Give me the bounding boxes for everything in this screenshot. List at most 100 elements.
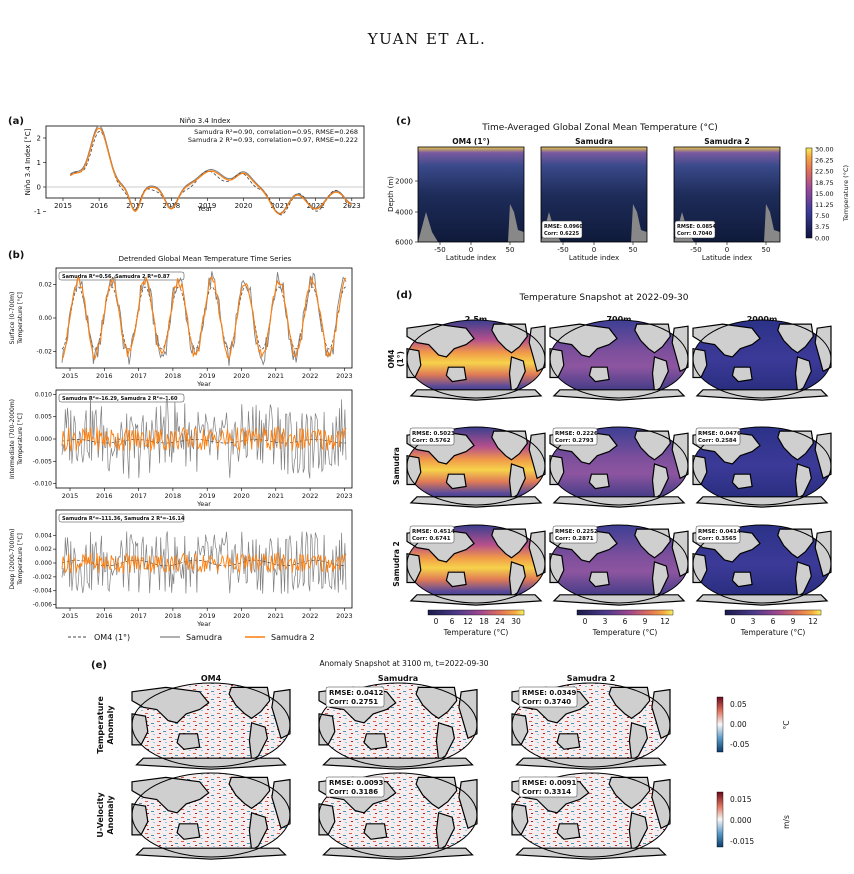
xtick-label: 2016 [96,372,113,380]
land [628,812,649,852]
land [415,776,458,810]
cbar-tick: 15.00 [815,190,834,198]
cbar-c [805,147,813,239]
cbar-tick: 6 [771,617,776,626]
panel-a-ylabel: Niño 3.4 Index [°C] [24,128,32,195]
xlabel: Year [196,500,211,508]
cbar-tick: 9 [791,617,796,626]
stats-box [58,271,185,281]
row-label: Anomaly [106,705,115,745]
xtick-label: 2016 [90,202,108,210]
xtick-label: -50 [557,246,568,254]
land [695,389,829,401]
xtick-label: 2022 [307,202,325,210]
land [634,528,671,559]
snapshot-map [549,426,689,508]
stats-box [325,686,385,708]
ylabel: Temperature [°C] [17,413,24,466]
land [406,347,422,379]
land [131,686,210,724]
stats-corr: Corr: 0.7040 [677,231,713,237]
ytick-label: 0.000 [35,436,52,443]
cbar-tick: 12 [808,617,818,626]
xtick-label: 2015 [62,492,79,500]
ytick-label: 1 [37,159,41,167]
series-samudra2 [61,276,347,360]
land [608,776,651,810]
panel-a-axes [45,125,365,199]
ytick-label: 0.010 [35,391,52,398]
land [794,356,812,393]
cbar-tick: 6 [450,617,455,626]
map-border [692,426,832,506]
land [777,323,814,354]
ylabel: Temperature [°C] [17,292,24,345]
land [322,847,474,860]
stats-box [409,525,455,544]
zonal-title: OM4 (1°) [452,137,490,146]
xtick-label: 50 [506,246,515,254]
map-border [131,682,291,768]
map-border [692,524,832,604]
stats-box [518,686,578,708]
ytick-label: -0.006 [33,602,53,609]
land [588,571,610,588]
row-label: Anomaly [106,795,115,835]
xtick-label: 2016 [96,492,113,500]
panel-b-label: (b) [8,250,24,261]
ytick-label: 0.002 [35,546,52,553]
stats-corr: Corr: 0.5762 [412,438,451,444]
xtick-label: 2023 [336,372,353,380]
row-label: Samudra 2 [392,541,401,587]
land [491,430,528,461]
land [731,571,753,588]
panel-c-label: (c) [396,116,411,127]
xlabel: Year [196,620,211,628]
xlabel: Year [196,380,211,388]
cbar-tick: 11.25 [815,201,834,209]
xtick-label: 2021 [268,612,285,620]
land-mask [508,204,524,242]
land [695,594,829,606]
ytick-label: 0.004 [35,532,52,539]
panel-d-label: (d) [396,290,412,301]
xtick-label: 50 [629,246,638,254]
cbar-tick: 12 [463,617,473,626]
cbar-tick: 0.000 [730,816,752,825]
series-samudra [69,125,352,214]
map-border [692,319,832,399]
cbar-label: Temperature (°C) [842,165,850,222]
stats-rmse: RMSE: 0.0476 [698,431,741,437]
panel-e-title: Anomaly Snapshot at 3100 m, t=2022-09-30 [319,659,488,668]
map-border [406,319,546,399]
land [131,776,210,814]
xtick-label: 2023 [343,202,361,210]
xtick-label: 2017 [126,202,144,210]
stats-box [552,525,598,544]
stats-rmse: RMSE: 0.0091 [522,779,577,787]
xtick-label: 2023 [336,492,353,500]
land [556,733,581,750]
land-mask [764,204,780,242]
cbar-tick: 18 [479,617,489,626]
land [794,463,812,500]
land [176,733,201,750]
legend-samudra-text: Samudra [186,633,222,642]
map-border [406,524,546,604]
ytick-label: 0.005 [35,414,52,421]
anomaly-map [131,772,291,860]
page-header: YUAN ET AL. [367,30,487,48]
land [777,430,814,461]
land [445,571,467,588]
cbar-tick: 0 [731,617,736,626]
xtick-label: 2015 [54,202,72,210]
land [552,594,686,606]
cbar-tick: 24 [495,617,505,626]
land [552,389,686,401]
stats-box [518,776,578,798]
cbar-tick: 22.50 [815,168,834,176]
xtick-label: 2018 [165,612,182,620]
stats-corr: Corr: 0.2793 [555,438,594,444]
xtick-label: 2015 [62,372,79,380]
stats-corr: Corr: 0.2751 [329,698,378,706]
